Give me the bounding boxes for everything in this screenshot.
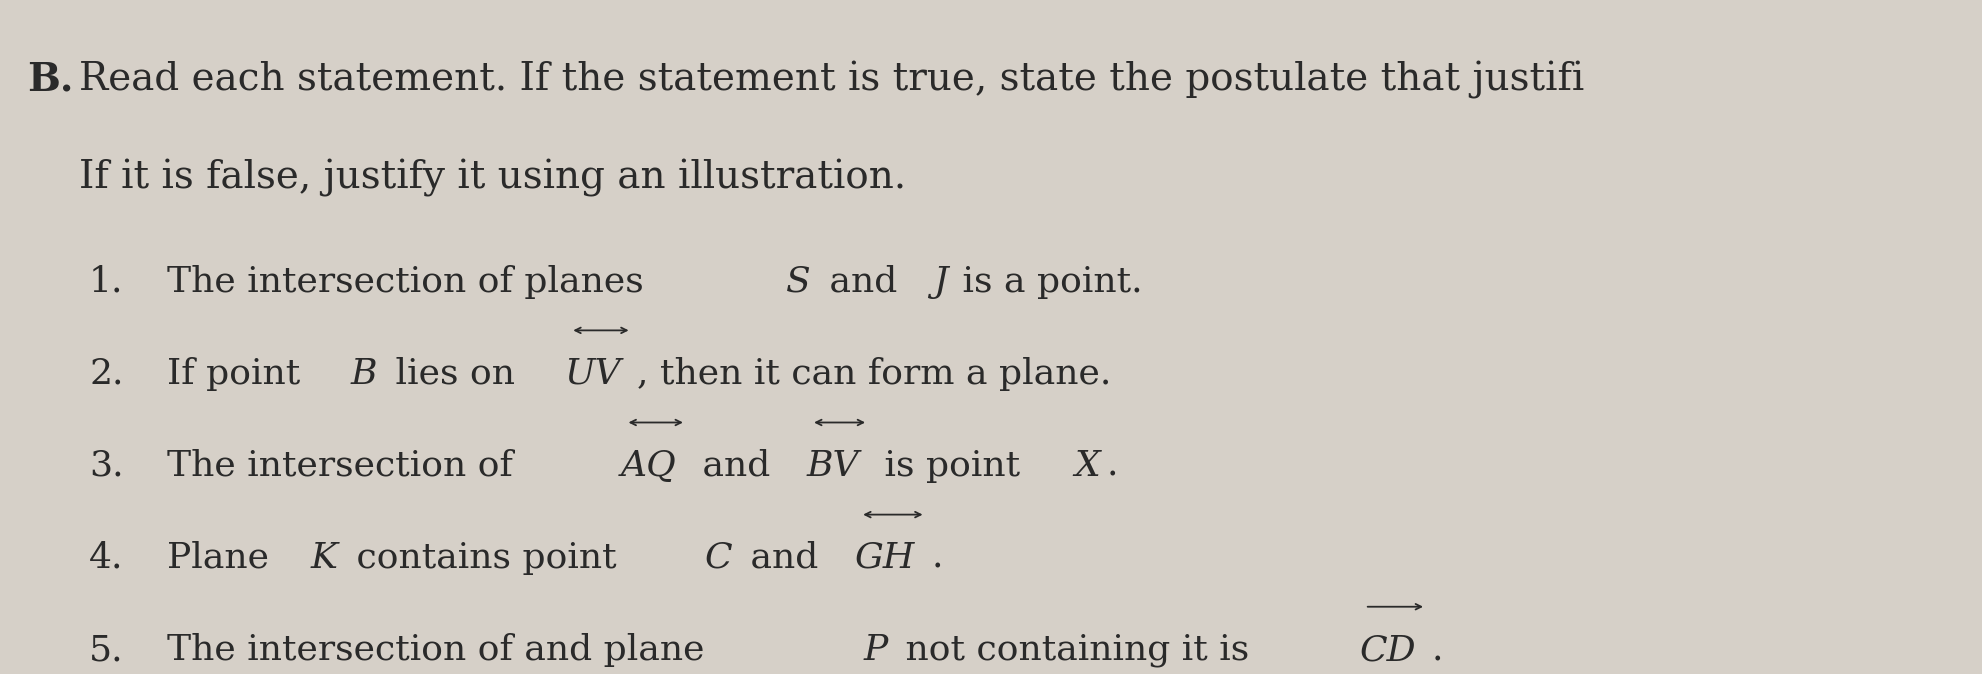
Text: S: S (787, 265, 811, 299)
Text: and: and (819, 265, 908, 299)
Text: .: . (1431, 633, 1443, 667)
Text: and: and (692, 449, 781, 483)
Text: is point: is point (872, 449, 1031, 483)
Text: 2.: 2. (89, 357, 123, 391)
Text: , then it can form a plane.: , then it can form a plane. (636, 357, 1112, 391)
Text: C: C (704, 541, 731, 575)
Text: B: B (351, 357, 377, 391)
Text: K: K (311, 541, 339, 575)
Text: 3.: 3. (89, 449, 123, 483)
Text: Plane: Plane (166, 541, 281, 575)
Text: not containing it is: not containing it is (894, 633, 1261, 667)
Text: 1.: 1. (89, 265, 123, 299)
Text: contains point: contains point (345, 541, 628, 575)
Text: 4.: 4. (89, 541, 123, 575)
Text: P: P (864, 633, 888, 667)
Text: The intersection of planes: The intersection of planes (166, 265, 656, 299)
Text: CD: CD (1360, 633, 1415, 667)
Text: GH: GH (854, 541, 916, 575)
Text: and: and (739, 541, 830, 575)
Text: J: J (934, 265, 947, 299)
Text: X: X (1074, 449, 1100, 483)
Text: If it is false, justify it using an illustration.: If it is false, justify it using an illu… (79, 159, 906, 197)
Text: .: . (1106, 449, 1118, 483)
Text: The intersection of: The intersection of (166, 449, 525, 483)
Text: AQ: AQ (620, 449, 676, 483)
Text: The intersection of and plane: The intersection of and plane (166, 633, 716, 667)
Text: If point: If point (166, 357, 311, 391)
Text: 5.: 5. (89, 633, 123, 667)
Text: .: . (932, 541, 943, 575)
Text: lies on: lies on (385, 357, 527, 391)
Text: Read each statement. If the statement is true, state the postulate that justifi: Read each statement. If the statement is… (79, 61, 1584, 98)
Text: is a point.: is a point. (951, 265, 1144, 299)
Text: BV: BV (807, 449, 858, 483)
Text: B.: B. (26, 61, 73, 98)
Text: UV: UV (565, 357, 622, 391)
